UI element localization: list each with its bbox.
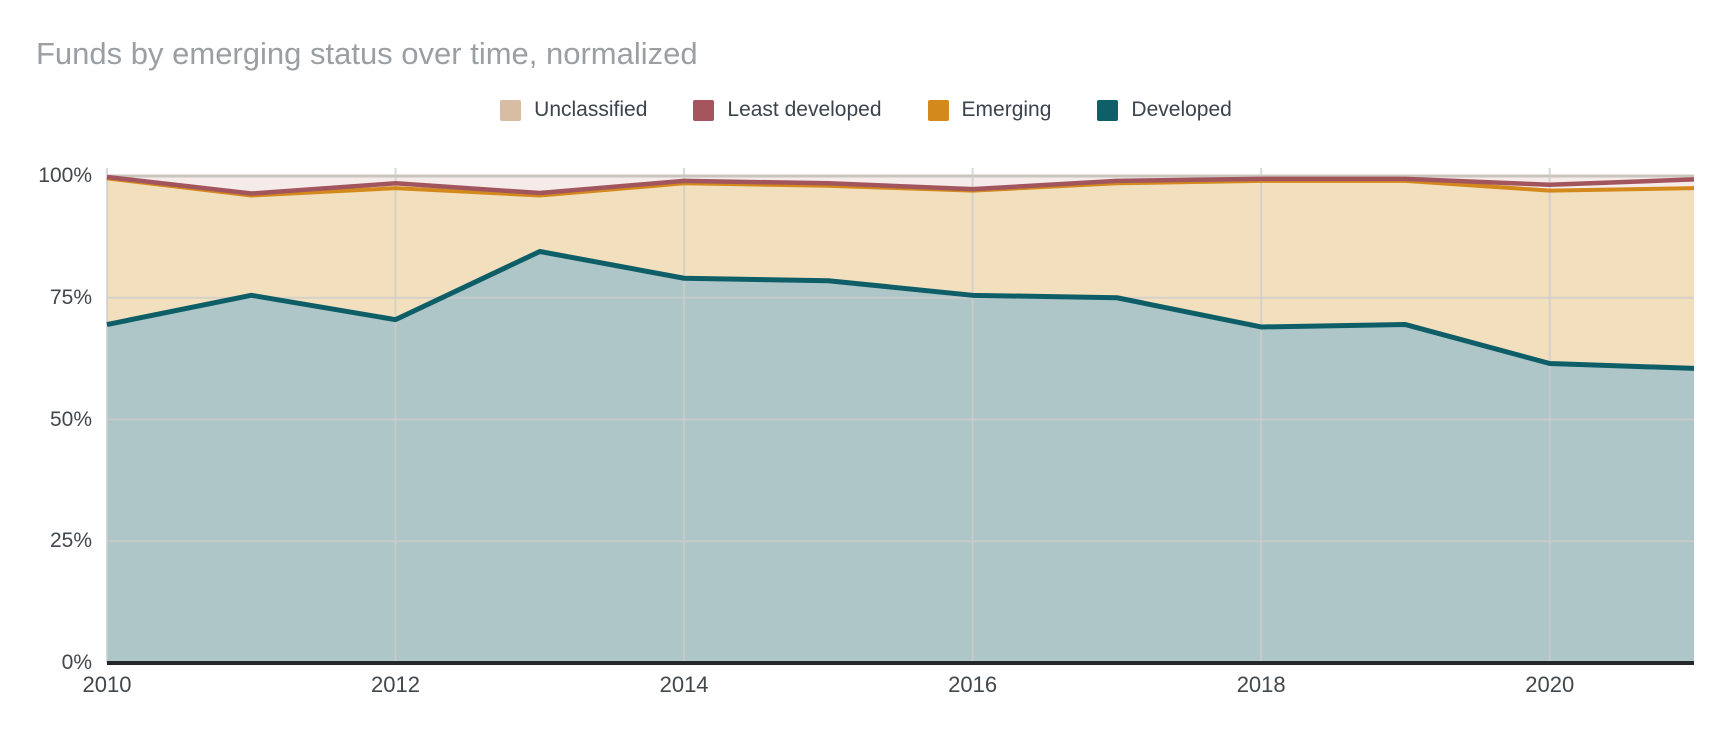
legend-swatch-icon <box>927 99 949 121</box>
legend-swatch-icon <box>693 99 715 121</box>
y-tick-label: 100% <box>38 164 92 187</box>
legend-label: Developed <box>1131 98 1232 121</box>
legend-label: Unclassified <box>534 98 648 121</box>
legend-label: Emerging <box>961 98 1052 121</box>
line-developed <box>106 248 1695 371</box>
legend-label: Least developed <box>727 98 882 121</box>
y-tick-label: 75% <box>49 285 92 309</box>
legend-item-unclassified[interactable]: Unclassified <box>500 98 647 122</box>
area-developed <box>107 251 1694 664</box>
chart-title: Funds by emerging status over time, norm… <box>36 36 698 71</box>
legend-item-developed[interactable]: Developed <box>1097 98 1232 122</box>
y-tick-label: 25% <box>49 529 92 553</box>
legend-item-emerging[interactable]: Emerging <box>927 98 1052 122</box>
x-tick-label: 2020 <box>1525 672 1575 697</box>
legend-swatch-icon <box>1097 99 1119 121</box>
y-tick-label: 0% <box>61 651 92 674</box>
line-least-developed <box>106 174 1695 196</box>
legend-swatch-icon <box>500 99 522 121</box>
x-tick-label: 2016 <box>948 672 998 697</box>
x-tick-label: 2012 <box>371 672 420 697</box>
area-unclassified <box>107 178 1694 369</box>
chart-legend: Unclassified Least developed Emerging Devel… <box>0 98 1732 122</box>
x-tick-label: 2010 <box>82 672 132 697</box>
x-tick-label: 2018 <box>1236 672 1286 697</box>
y-tick-label: 50% <box>49 407 92 431</box>
legend-item-least-developed[interactable]: Least developed <box>693 98 882 122</box>
x-tick-label: 2014 <box>659 672 709 697</box>
